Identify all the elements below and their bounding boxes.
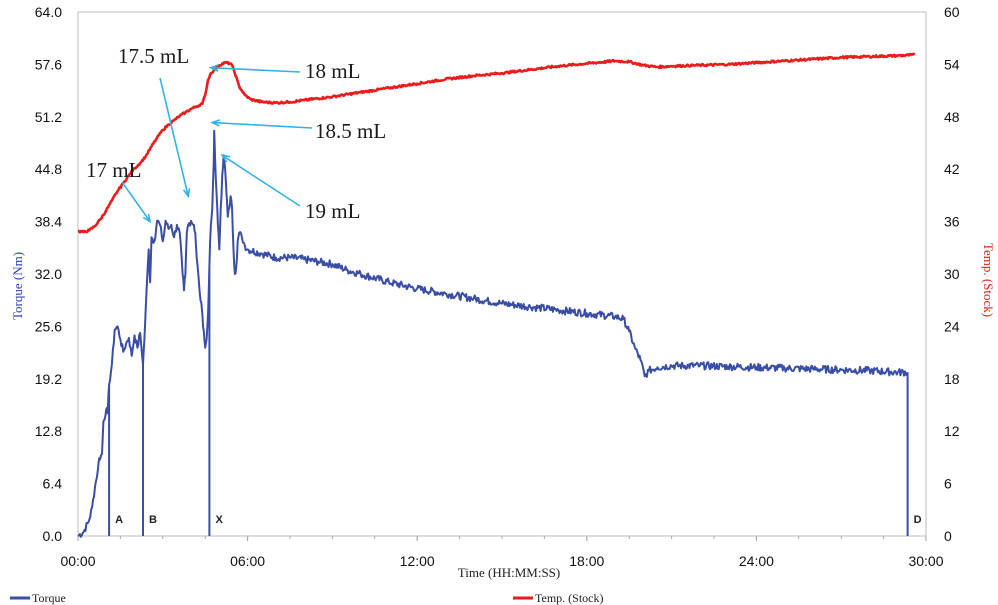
y-left-tick-label-8: 51.2 bbox=[35, 109, 62, 125]
marker-label-a: A bbox=[115, 514, 123, 526]
x-axis-ticks: 00:00 06:00 12:00 18:00 24:00 30:00 bbox=[60, 536, 944, 569]
x-axis-title: Time (HH:MM:SS) bbox=[458, 565, 560, 580]
annotations: 17 mL 17.5 mL 18 mL 18.5 mL 19 mL bbox=[86, 44, 386, 224]
y-left-tick-label-3: 19.2 bbox=[35, 371, 62, 387]
annotation-arrowhead-3 bbox=[210, 119, 221, 127]
legend-label-temp: Temp. (Stock) bbox=[535, 591, 603, 605]
y-left-tick-label-7: 44.8 bbox=[35, 161, 62, 177]
annotation-label-3: 18.5 mL bbox=[315, 119, 386, 143]
y-right-axis-ticks: 0 6 12 18 24 30 36 42 48 54 60 bbox=[944, 4, 960, 544]
marker-label-d: D bbox=[914, 514, 922, 526]
y-left-axis-title: Torque (Nm) bbox=[10, 252, 25, 320]
y-right-tick-label-2: 12 bbox=[944, 423, 960, 439]
annotation-arrow-2 bbox=[210, 66, 301, 73]
annotation-label-0: 17 mL bbox=[86, 158, 141, 182]
marker-label-x: X bbox=[215, 514, 223, 526]
annotation-arrowhead-0 bbox=[142, 213, 152, 224]
x-tick-label-2: 12:00 bbox=[400, 553, 435, 569]
marker-label-b: B bbox=[149, 514, 157, 526]
y-right-axis-title: Temp. (Stock) bbox=[981, 243, 996, 317]
annotation-arrowhead-4 bbox=[220, 154, 231, 163]
annotation-arrow-4 bbox=[221, 154, 301, 207]
x-tick-label-3: 18:00 bbox=[569, 553, 604, 569]
series-line-torque bbox=[77, 129, 909, 538]
annotation-arrow-3 bbox=[212, 121, 313, 129]
x-tick-label-4: 24:00 bbox=[739, 553, 774, 569]
y-right-tick-label-5: 30 bbox=[944, 266, 960, 282]
y-left-tick-label-0: 0.0 bbox=[43, 528, 63, 544]
annotation-label-2: 18 mL bbox=[305, 59, 360, 83]
y-right-tick-label-7: 42 bbox=[944, 161, 960, 177]
y-right-tick-label-8: 48 bbox=[944, 109, 960, 125]
x-tick-label-1: 06:00 bbox=[230, 553, 265, 569]
y-left-tick-label-1: 6.4 bbox=[43, 476, 63, 492]
y-right-tick-label-6: 36 bbox=[944, 214, 960, 230]
annotation-arrowhead-2 bbox=[208, 64, 219, 72]
annotation-arrow-1 bbox=[159, 77, 190, 197]
y-left-tick-label-5: 32.0 bbox=[35, 266, 62, 282]
y-left-axis-ticks: 0.0 6.4 12.8 19.2 25.6 32.0 38.4 44.8 51.2 57.6 64… bbox=[35, 4, 62, 544]
y-left-tick-label-6: 38.4 bbox=[35, 214, 62, 230]
annotation-arrowhead-1 bbox=[182, 188, 191, 199]
series-line-temp bbox=[77, 52, 916, 234]
legend-label-torque: Torque bbox=[32, 591, 66, 605]
annotation-label-1: 17.5 mL bbox=[118, 44, 189, 68]
y-right-tick-label-10: 60 bbox=[944, 4, 960, 20]
y-left-tick-label-2: 12.8 bbox=[35, 423, 62, 439]
y-right-tick-label-1: 6 bbox=[944, 476, 952, 492]
y-right-tick-label-0: 0 bbox=[944, 528, 952, 544]
annotation-label-4: 19 mL bbox=[305, 199, 360, 223]
legend: Torque Temp. (Stock) bbox=[10, 591, 603, 605]
y-right-tick-label-4: 24 bbox=[944, 318, 960, 334]
series-group bbox=[77, 52, 916, 538]
y-right-tick-label-9: 54 bbox=[944, 56, 960, 72]
y-left-tick-label-10: 64.0 bbox=[35, 4, 62, 20]
x-tick-label-0: 00:00 bbox=[60, 553, 95, 569]
annotation-arrow-0 bbox=[121, 181, 151, 223]
y-left-tick-label-4: 25.6 bbox=[35, 318, 62, 334]
y-left-tick-label-9: 57.6 bbox=[35, 56, 62, 72]
x-tick-label-5: 30:00 bbox=[908, 553, 943, 569]
y-right-tick-label-3: 18 bbox=[944, 371, 960, 387]
